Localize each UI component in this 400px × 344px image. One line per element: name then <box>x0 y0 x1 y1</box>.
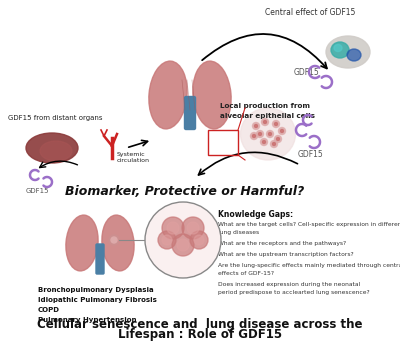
Circle shape <box>190 231 208 249</box>
Circle shape <box>272 142 276 146</box>
Circle shape <box>172 234 194 256</box>
Text: Central effect of GDF15: Central effect of GDF15 <box>265 8 355 17</box>
Text: lung diseases: lung diseases <box>218 230 259 235</box>
Circle shape <box>250 132 258 140</box>
Circle shape <box>258 132 262 136</box>
Text: Local production from: Local production from <box>220 103 310 109</box>
Ellipse shape <box>40 141 72 161</box>
Circle shape <box>268 132 272 136</box>
Text: Does increased expression during the neonatal: Does increased expression during the neo… <box>218 282 360 287</box>
Ellipse shape <box>331 42 349 58</box>
Text: Knowledge Gaps:: Knowledge Gaps: <box>218 210 293 219</box>
Circle shape <box>278 128 286 135</box>
Circle shape <box>256 130 264 138</box>
Text: GDF15 from distant organs: GDF15 from distant organs <box>8 115 102 121</box>
Text: GDF15: GDF15 <box>298 150 324 159</box>
Circle shape <box>111 237 117 243</box>
Bar <box>208 130 238 155</box>
Circle shape <box>274 122 278 126</box>
Ellipse shape <box>240 108 296 160</box>
Circle shape <box>254 125 258 128</box>
Text: Are the lung-specific effects mainly mediated through central: Are the lung-specific effects mainly med… <box>218 263 400 268</box>
Circle shape <box>162 217 184 239</box>
Circle shape <box>262 118 268 126</box>
Text: Pulmonary Hypertension: Pulmonary Hypertension <box>38 317 136 323</box>
Circle shape <box>145 202 221 278</box>
Circle shape <box>270 140 278 148</box>
Circle shape <box>264 120 266 123</box>
Text: GDF15: GDF15 <box>26 188 50 194</box>
Circle shape <box>262 140 266 143</box>
Text: Idiopathic Pulmonary Fibrosis: Idiopathic Pulmonary Fibrosis <box>38 297 157 303</box>
Circle shape <box>260 139 268 146</box>
Text: period predispose to acclearted lung senescence?: period predispose to acclearted lung sen… <box>218 290 370 295</box>
Text: COPD: COPD <box>38 307 60 313</box>
Ellipse shape <box>66 215 98 271</box>
Ellipse shape <box>26 133 78 163</box>
Text: Systemic
circulation: Systemic circulation <box>117 152 150 163</box>
Circle shape <box>280 129 284 132</box>
Text: What are the receptors and the pathways?: What are the receptors and the pathways? <box>218 241 346 246</box>
Text: What are the target cells? Cell-specific expression in different: What are the target cells? Cell-specific… <box>218 222 400 227</box>
FancyBboxPatch shape <box>96 244 104 274</box>
Circle shape <box>187 222 199 234</box>
Ellipse shape <box>347 49 361 61</box>
Circle shape <box>158 231 176 249</box>
Circle shape <box>109 235 119 245</box>
Circle shape <box>276 138 280 140</box>
Text: Biomarker, Protective or Harmful?: Biomarker, Protective or Harmful? <box>65 185 305 198</box>
Ellipse shape <box>326 36 370 68</box>
FancyBboxPatch shape <box>184 97 196 129</box>
Text: effects of GDF-15?: effects of GDF-15? <box>218 271 274 276</box>
Ellipse shape <box>334 44 342 52</box>
Circle shape <box>252 122 260 129</box>
Text: GDF15: GDF15 <box>294 68 320 77</box>
Ellipse shape <box>193 61 231 129</box>
Text: Lifespan : Role of GDF15: Lifespan : Role of GDF15 <box>118 328 282 341</box>
Text: alveolar epithelial cells: alveolar epithelial cells <box>220 113 315 119</box>
Circle shape <box>182 217 204 239</box>
Text: What are the upstream transcription factors?: What are the upstream transcription fact… <box>218 252 354 257</box>
Circle shape <box>194 235 204 245</box>
Circle shape <box>274 136 282 142</box>
Text: Cellular senescence and  lung disease across the: Cellular senescence and lung disease acr… <box>37 318 363 331</box>
Text: Bronchopulmonary Dysplasia: Bronchopulmonary Dysplasia <box>38 287 154 293</box>
Circle shape <box>177 239 189 251</box>
Circle shape <box>162 235 172 245</box>
Ellipse shape <box>149 61 187 129</box>
Circle shape <box>167 222 179 234</box>
Circle shape <box>252 135 256 138</box>
Circle shape <box>266 130 274 138</box>
Circle shape <box>272 120 280 128</box>
Ellipse shape <box>102 215 134 271</box>
